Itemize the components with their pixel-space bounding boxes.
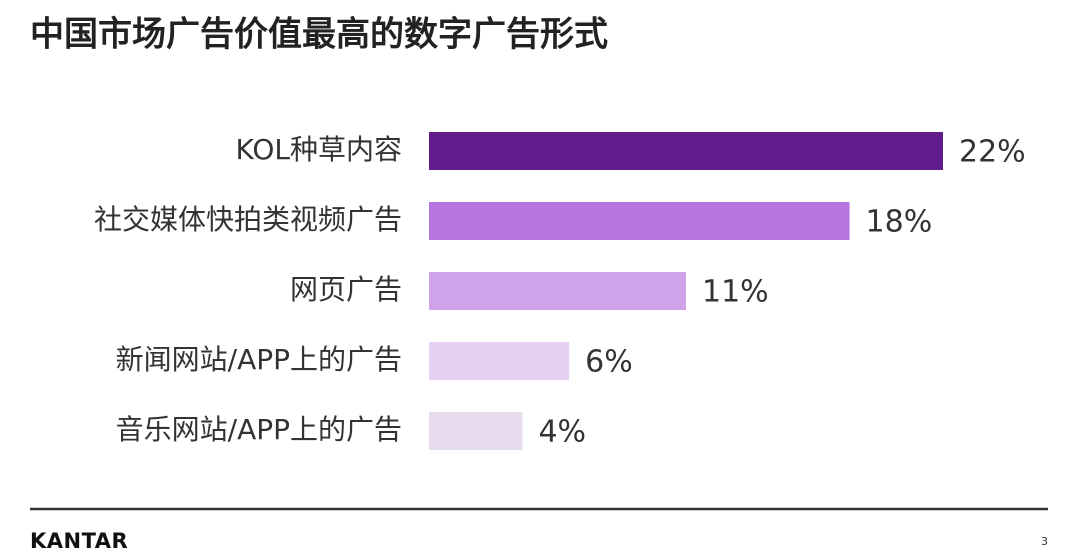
category-label: 新闻网站/APP上的广告 (116, 343, 402, 376)
page-number: 3 (1041, 535, 1048, 548)
bar (429, 272, 686, 310)
category-label: 音乐网站/APP上的广告 (116, 413, 402, 446)
category-label: KOL种草内容 (236, 133, 402, 166)
value-label: 22% (959, 135, 1026, 170)
value-label: 11% (702, 275, 769, 310)
bar (429, 412, 523, 450)
footer-brand: KANTAR (30, 529, 128, 553)
value-label: 18% (866, 205, 933, 240)
category-label: 网页广告 (290, 273, 402, 306)
value-label: 6% (585, 345, 633, 380)
bar (429, 132, 943, 170)
category-label: 社交媒体快拍类视频广告 (94, 203, 402, 236)
bar (429, 342, 570, 380)
value-label: 4% (538, 415, 586, 450)
bar (429, 202, 850, 240)
chart-title: 中国市场广告价值最高的数字广告形式 (30, 15, 608, 55)
